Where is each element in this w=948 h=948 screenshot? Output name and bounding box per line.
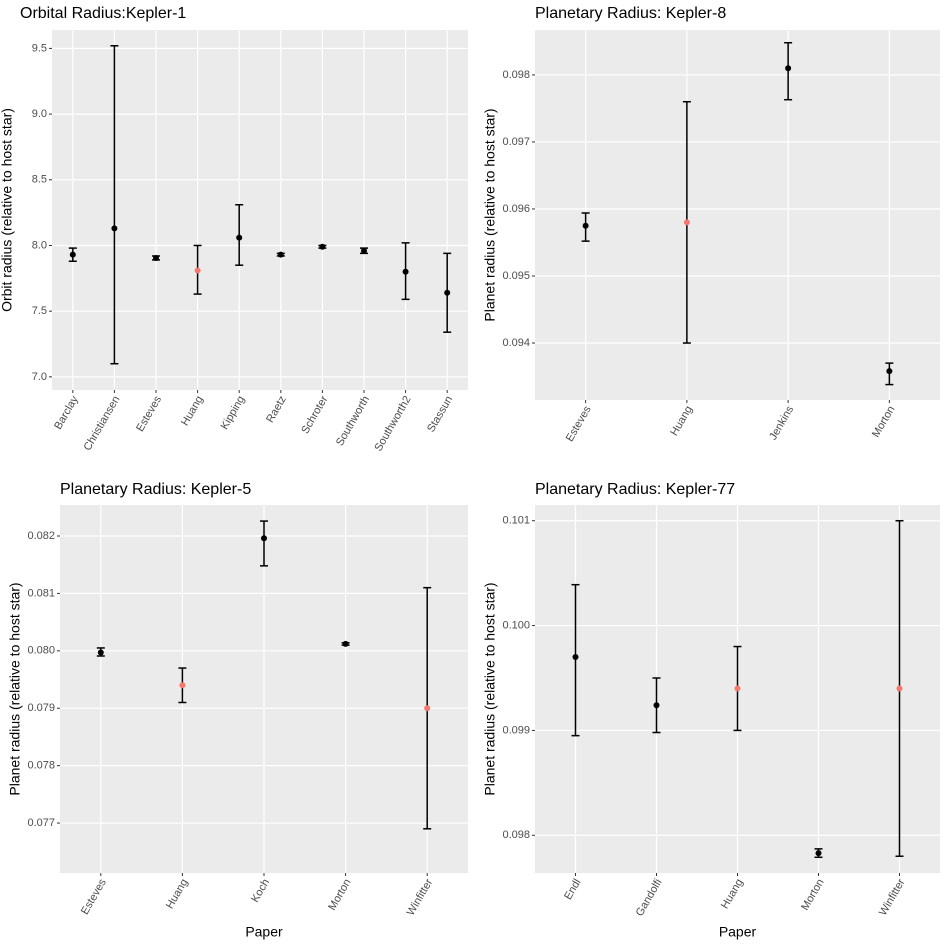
x-tick-label: Esteves xyxy=(564,404,594,444)
y-tick-label: 0.099 xyxy=(502,724,530,736)
point xyxy=(402,268,409,275)
x-tick-label: Christiansen xyxy=(82,394,123,453)
x-axis-title: Paper xyxy=(245,924,283,940)
y-tick-label: 9.0 xyxy=(32,108,47,120)
y-tick-label: 7.0 xyxy=(32,371,47,383)
point xyxy=(424,705,431,712)
x-tick-label: Huang xyxy=(668,404,695,438)
point xyxy=(236,234,243,241)
panel-title: Orbital Radius:Kepler-1 xyxy=(20,5,186,22)
panel-title: Planetary Radius: Kepler-8 xyxy=(535,5,726,22)
y-axis-title: Planet radius (relative to host star) xyxy=(7,582,23,795)
y-tick-label: 0.082 xyxy=(27,530,55,542)
y-tick-label: 7.5 xyxy=(32,305,47,317)
y-axis-title: Planet radius (relative to host star) xyxy=(482,108,498,321)
x-tick-label: Esteves xyxy=(134,394,164,434)
y-tick-label: 0.098 xyxy=(502,69,530,81)
x-tick-label: Morton xyxy=(799,877,827,913)
point xyxy=(277,251,284,258)
point xyxy=(97,649,104,656)
x-tick-label: Huang xyxy=(179,394,206,428)
point xyxy=(179,682,186,689)
y-tick-label: 8.0 xyxy=(32,239,47,251)
x-tick-label: Morton xyxy=(326,877,354,913)
x-tick-label: Raetz xyxy=(264,394,289,425)
y-tick-label: 0.080 xyxy=(27,645,55,657)
x-tick-label: Stassun xyxy=(425,394,455,434)
panel-title: Planetary Radius: Kepler-77 xyxy=(535,481,735,498)
x-tick-label: Esteves xyxy=(79,877,109,917)
point xyxy=(896,685,903,692)
x-tick-label: Huang xyxy=(719,877,746,911)
x-axis-title: Paper xyxy=(719,924,757,940)
y-tick-label: 0.094 xyxy=(502,337,530,349)
x-tick-label: Southworth2 xyxy=(372,394,413,453)
x-tick-label: Schroter xyxy=(299,394,330,436)
point xyxy=(361,247,367,254)
x-tick-label: Jenkins xyxy=(767,404,796,443)
y-tick-label: 0.098 xyxy=(502,829,530,841)
point xyxy=(342,640,349,647)
y-tick-label: 0.095 xyxy=(502,270,530,282)
y-axis-title: Orbit radius (relative to host star) xyxy=(0,108,15,312)
panel-background xyxy=(535,30,940,400)
point xyxy=(261,535,267,542)
y-tick-label: 9.5 xyxy=(32,42,47,54)
y-tick-label: 0.096 xyxy=(502,203,530,215)
point xyxy=(683,219,690,226)
panel-title: Planetary Radius: Kepler-5 xyxy=(60,481,251,498)
x-tick-label: Southworth xyxy=(334,394,372,448)
point xyxy=(582,222,589,229)
point xyxy=(194,267,201,274)
point xyxy=(815,850,822,857)
y-tick-label: 0.077 xyxy=(27,817,55,829)
x-tick-label: Winfitter xyxy=(405,877,436,918)
x-tick-label: Morton xyxy=(870,404,898,440)
point xyxy=(785,65,792,72)
point xyxy=(444,289,451,296)
point xyxy=(886,368,893,375)
point xyxy=(153,254,159,261)
x-tick-label: Gandolfi xyxy=(634,877,665,918)
point xyxy=(69,251,76,258)
y-tick-label: 0.101 xyxy=(502,515,530,527)
x-tick-label: Koch xyxy=(249,877,272,905)
panel-background xyxy=(52,30,468,390)
y-tick-label: 0.097 xyxy=(502,136,530,148)
x-tick-label: Winfitter xyxy=(877,877,908,918)
y-tick-label: 0.078 xyxy=(27,760,55,772)
y-tick-label: 8.5 xyxy=(32,174,47,186)
point xyxy=(572,654,579,661)
x-tick-label: Endl xyxy=(562,877,583,902)
point xyxy=(734,685,741,692)
y-axis-title: Planet radius (relative to host star) xyxy=(482,582,498,795)
y-tick-label: 0.100 xyxy=(502,619,530,631)
point xyxy=(319,243,326,250)
y-tick-label: 0.081 xyxy=(27,587,55,599)
x-tick-label: Kipping xyxy=(219,394,248,432)
x-tick-label: Barclay xyxy=(52,394,81,432)
point xyxy=(111,225,118,232)
y-tick-label: 0.079 xyxy=(27,702,55,714)
x-tick-label: Huang xyxy=(164,877,191,911)
point xyxy=(653,702,660,709)
